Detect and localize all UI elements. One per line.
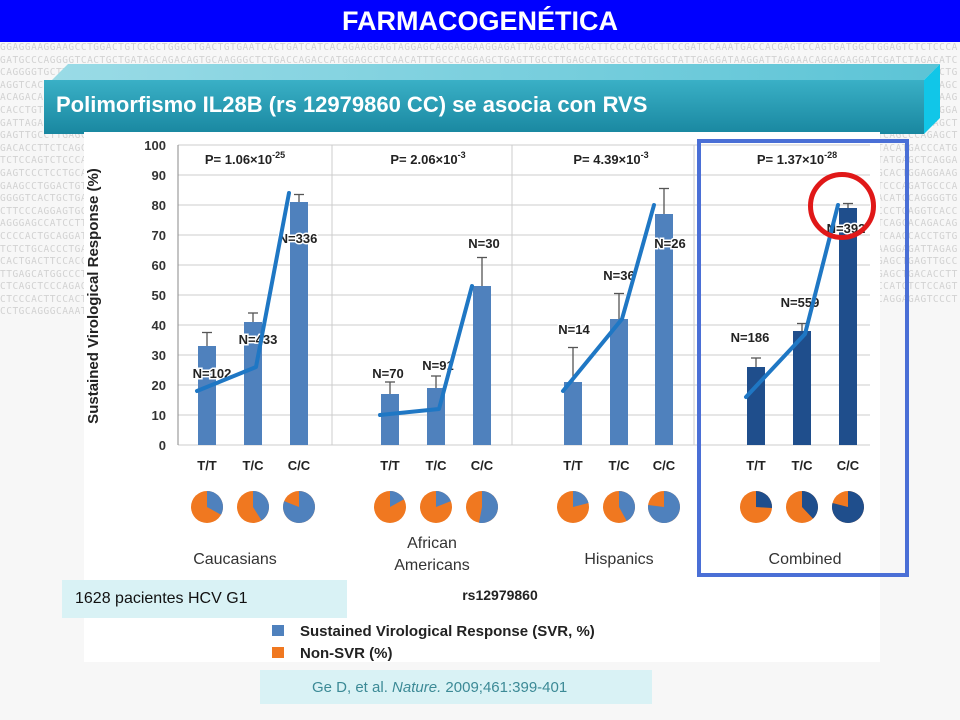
x-tick-label: T/T	[380, 458, 400, 473]
x-tick-label: T/T	[746, 458, 766, 473]
n-label-halo: N=433	[239, 332, 278, 347]
y-tick-label: 0	[159, 438, 166, 453]
n-label-halo: N=91	[422, 358, 453, 373]
legend-swatch	[272, 647, 284, 658]
legend-swatch	[272, 625, 284, 636]
bar	[793, 331, 811, 445]
n-label-halo: N=36	[603, 268, 634, 283]
x-tick-label: C/C	[288, 458, 311, 473]
y-tick-label: 50	[152, 288, 166, 303]
pie-svr	[479, 491, 498, 523]
patients-note-box	[62, 580, 347, 618]
trend-line	[378, 284, 474, 417]
pie-svr	[832, 491, 865, 523]
n-label: N=336	[279, 231, 318, 246]
trend-line	[195, 191, 291, 393]
legend-label: Non-SVR (%)	[300, 645, 393, 662]
x-tick-label: C/C	[471, 458, 494, 473]
combined-highlight-box	[697, 139, 909, 577]
p-value-label: P= 4.39×10-3	[573, 150, 648, 167]
x-axis-label: rs12979860	[462, 587, 538, 603]
bar	[747, 367, 765, 445]
citation-box	[260, 670, 652, 704]
x-tick-label: C/C	[837, 458, 860, 473]
p-value-label: P= 1.06×10-25	[205, 150, 285, 167]
x-tick-label: T/T	[197, 458, 217, 473]
bar	[290, 202, 308, 445]
y-tick-label: 70	[152, 228, 166, 243]
x-tick-label: T/C	[609, 458, 631, 473]
pie-svr	[802, 491, 818, 519]
citation: Ge D, et al. Nature. 2009;461:399-401	[312, 679, 567, 696]
trend-line	[744, 203, 840, 399]
pie-svr	[756, 491, 773, 509]
group-label: African	[407, 535, 457, 552]
n-label: N=433	[239, 332, 278, 347]
n-label: N=186	[731, 330, 770, 345]
n-label: N=30	[468, 236, 499, 251]
n-label-halo: N=14	[558, 322, 590, 337]
y-tick-label: 60	[152, 258, 166, 273]
slide-title: Polimorfismo IL28B (rs 12979860 CC) se a…	[56, 92, 648, 117]
y-tick-label: 20	[152, 378, 166, 393]
bar	[564, 382, 582, 445]
bar	[473, 286, 491, 445]
bar	[381, 394, 399, 445]
legend-label: Sustained Virological Response (SVR, %)	[300, 623, 595, 640]
n-label: N=26	[654, 236, 685, 251]
y-tick-label: 80	[152, 198, 166, 213]
pie-svr	[390, 491, 405, 507]
bar	[610, 319, 628, 445]
p-value-label: P= 1.37×10-28	[757, 150, 837, 167]
n-label: N=559	[781, 295, 820, 310]
cc-highlight-circle	[808, 172, 876, 240]
bar	[198, 346, 216, 445]
n-label: N=14	[558, 322, 590, 337]
citation-details: 2009;461:399-401	[445, 679, 568, 696]
bar	[839, 208, 857, 445]
n-label: N=102	[193, 366, 232, 381]
n-label: N=36	[603, 268, 634, 283]
bar	[655, 214, 673, 445]
n-label-halo: N=30	[468, 236, 499, 251]
y-tick-label: 100	[144, 138, 166, 153]
n-label-halo: N=26	[654, 236, 685, 251]
y-tick-label: 10	[152, 408, 166, 423]
citation-journal: Nature.	[392, 679, 442, 696]
n-label-halo: N=70	[372, 366, 403, 381]
y-axis-label: Sustained Virological Response (%)	[85, 168, 102, 424]
p-value-label: P= 2.06×10-3	[390, 150, 465, 167]
header-title: FARMACOGENÉTICA	[342, 6, 618, 36]
title-banner	[44, 64, 940, 134]
x-tick-label: T/T	[563, 458, 583, 473]
pie-svr	[619, 490, 635, 522]
n-label-halo: N=102	[193, 366, 232, 381]
patients-note: 1628 pacientes HCV G1	[75, 590, 248, 607]
n-label: N=70	[372, 366, 403, 381]
citation-authors: Ge D, et al.	[312, 679, 388, 696]
pie-svr	[573, 491, 589, 507]
n-label-halo: N=336	[279, 231, 318, 246]
header-bar	[0, 0, 960, 42]
pie-svr	[436, 491, 451, 507]
group-label: Caucasians	[193, 551, 277, 568]
n-label: N=91	[422, 358, 453, 373]
x-tick-label: C/C	[653, 458, 676, 473]
group-label: Combined	[769, 551, 842, 568]
trend-line	[561, 203, 656, 393]
pie-svr	[282, 491, 315, 523]
x-tick-label: T/C	[792, 458, 814, 473]
y-tick-label: 40	[152, 318, 166, 333]
n-label-halo: N=186	[731, 330, 770, 345]
y-tick-label: 30	[152, 348, 166, 363]
group-label: Hispanics	[584, 551, 653, 568]
pie-svr	[253, 491, 269, 521]
x-tick-label: T/C	[426, 458, 448, 473]
x-tick-label: T/C	[243, 458, 265, 473]
y-tick-label: 90	[152, 168, 166, 183]
group-label: Americans	[394, 557, 470, 574]
pie-svr	[207, 491, 223, 515]
pie-svr	[648, 491, 680, 523]
